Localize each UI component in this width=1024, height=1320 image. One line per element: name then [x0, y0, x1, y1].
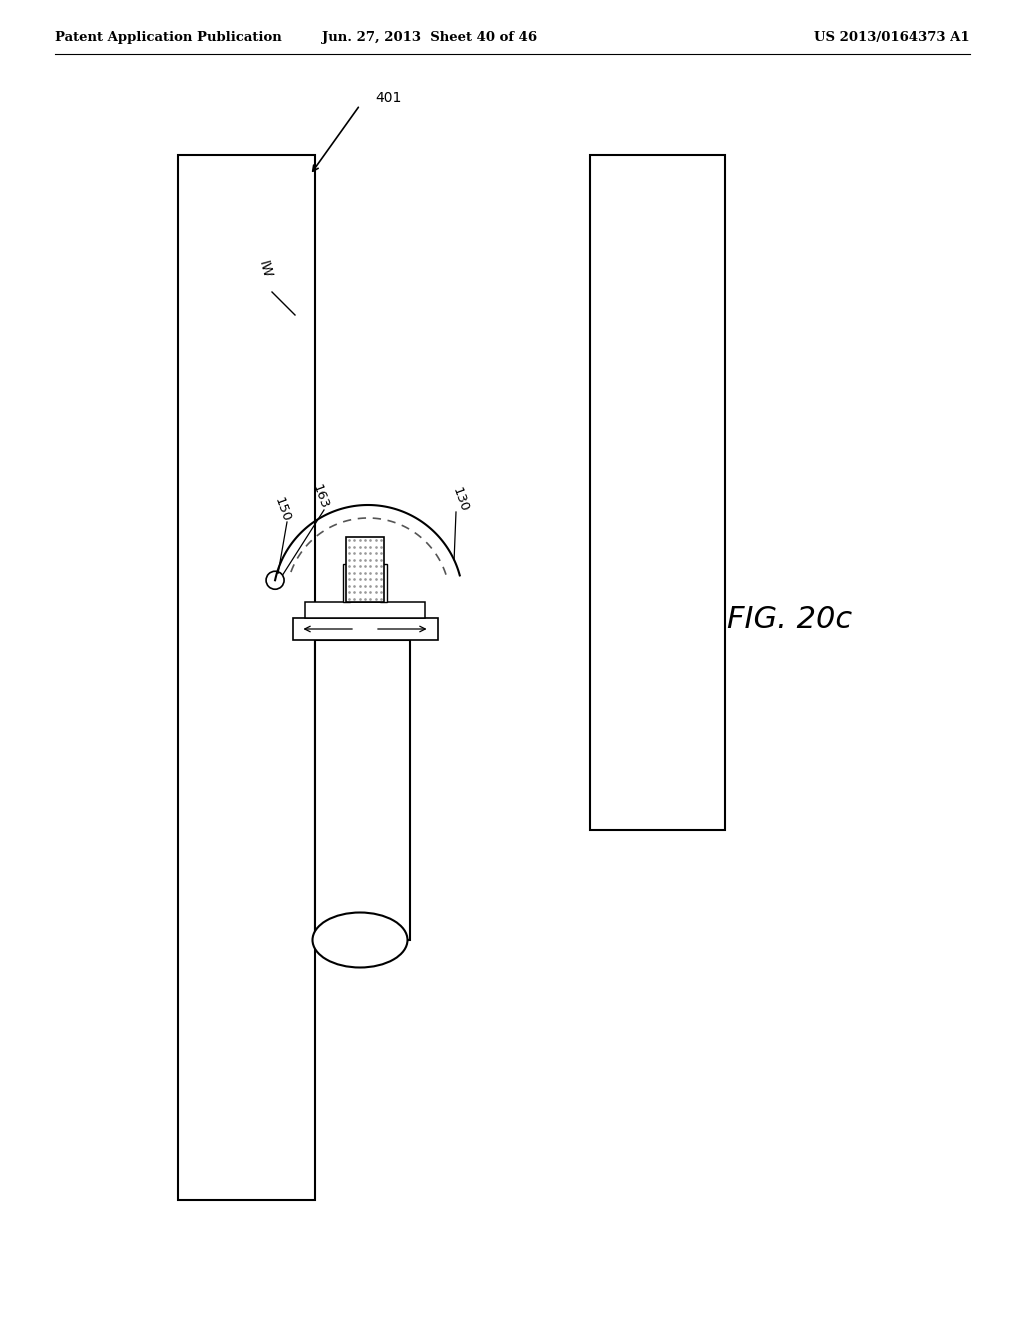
Bar — [178, 154, 315, 1200]
Text: Patent Application Publication: Patent Application Publication — [55, 30, 282, 44]
Bar — [305, 602, 425, 618]
Text: 401: 401 — [375, 91, 401, 106]
Bar — [293, 618, 437, 640]
Text: 150: 150 — [271, 496, 293, 524]
Text: IW: IW — [256, 260, 274, 280]
Text: US 2013/0164373 A1: US 2013/0164373 A1 — [814, 30, 970, 44]
Text: 130: 130 — [450, 486, 470, 515]
Text: Jun. 27, 2013  Sheet 40 of 46: Jun. 27, 2013 Sheet 40 of 46 — [323, 30, 538, 44]
Ellipse shape — [312, 912, 408, 968]
Text: 163: 163 — [309, 483, 331, 511]
Bar — [315, 640, 410, 940]
Bar — [590, 154, 725, 830]
Bar — [343, 564, 350, 602]
Bar — [380, 564, 387, 602]
Text: FIG. 20c: FIG. 20c — [727, 606, 853, 635]
Bar — [346, 537, 384, 602]
